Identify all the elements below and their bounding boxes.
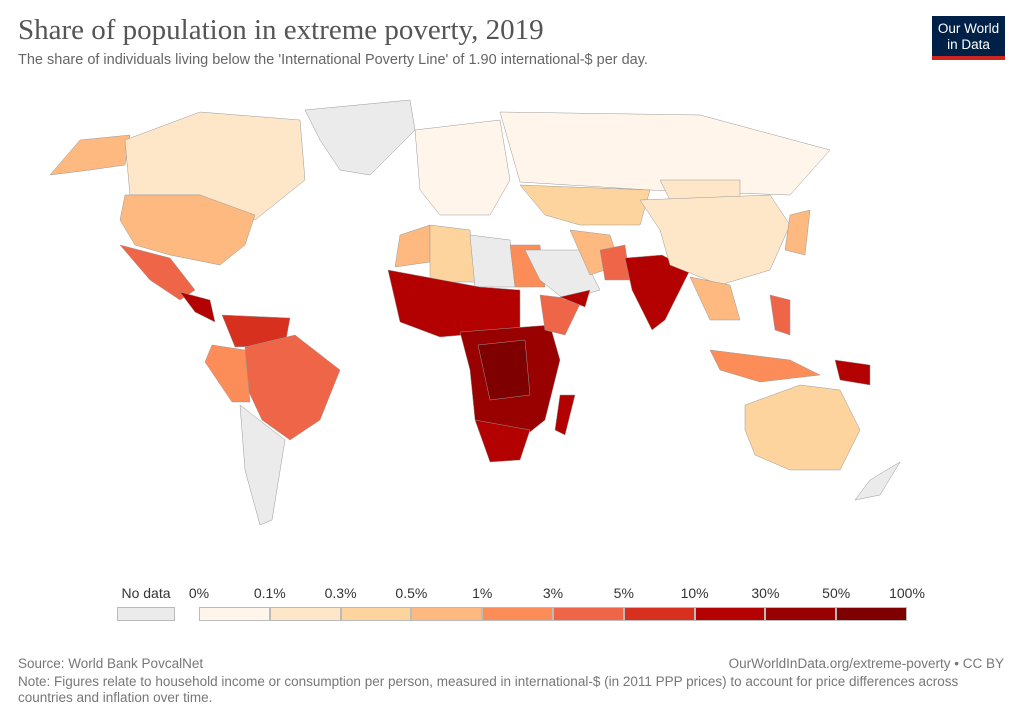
- source-text: Source: World Bank PovcalNet: [18, 656, 204, 671]
- region-algeria[interactable]: [429, 224, 476, 283]
- legend-tick-label: 30%: [751, 585, 780, 601]
- region-indonesia[interactable]: [709, 349, 821, 383]
- region-southern-africa[interactable]: [474, 419, 531, 463]
- region-japan[interactable]: [784, 209, 811, 256]
- legend-tick-label: 0.1%: [253, 585, 286, 601]
- region-europe[interactable]: [414, 119, 511, 216]
- legend-tick-label: 0.3%: [324, 585, 357, 601]
- legend-swatch[interactable]: [199, 607, 270, 621]
- region-argentina[interactable]: [239, 404, 286, 526]
- legend-tick-label: 3%: [542, 585, 564, 601]
- region-russia[interactable]: [499, 111, 831, 196]
- legend-tick-label: 1%: [472, 585, 493, 601]
- region-brazil[interactable]: [244, 334, 341, 441]
- region-madagascar[interactable]: [554, 394, 576, 436]
- region-libya[interactable]: [469, 234, 516, 288]
- region-philippines[interactable]: [769, 294, 791, 336]
- legend-swatch[interactable]: [836, 607, 907, 621]
- world-map: [49, 99, 901, 526]
- legend-swatch[interactable]: [553, 607, 624, 621]
- legend-swatch[interactable]: [340, 607, 412, 621]
- region-papua-new-guinea[interactable]: [834, 359, 871, 386]
- chart-title: Share of population in extreme poverty, …: [18, 14, 544, 46]
- source-url[interactable]: OurWorldInData.org/extreme-poverty • CC …: [728, 656, 1004, 671]
- chart-subtitle: The share of individuals living below th…: [18, 52, 648, 68]
- region-central-america[interactable]: [179, 291, 216, 323]
- owid-logo[interactable]: Our World in Data: [932, 16, 1005, 60]
- legend-tick-label: 100%: [889, 585, 925, 601]
- region-central-asia[interactable]: [519, 184, 651, 226]
- region-drc[interactable]: [477, 339, 531, 401]
- region-southeast-asia[interactable]: [689, 276, 741, 321]
- legend: No data 0% 0.1% 0.3% 0.5% 1% 3% 5% 10% 30% 50% 100…: [0, 585, 1024, 625]
- legend-swatch[interactable]: [694, 607, 766, 621]
- legend-tick-label: 5%: [613, 585, 634, 601]
- legend-tick-label: 10%: [680, 585, 709, 601]
- region-australia[interactable]: [744, 384, 861, 471]
- legend-swatch[interactable]: [269, 607, 341, 621]
- logo-text: Our World in Data: [937, 21, 1000, 52]
- legend-tick-label: 0.5%: [395, 585, 428, 601]
- legend-swatch[interactable]: [765, 607, 837, 621]
- region-india[interactable]: [624, 254, 691, 331]
- region-china[interactable]: [639, 194, 791, 286]
- region-usa[interactable]: [119, 194, 256, 266]
- note-text: Note: Figures relate to household income…: [18, 674, 959, 705]
- legend-no-data-swatch: [117, 607, 175, 621]
- region-yemen[interactable]: [559, 289, 591, 308]
- region-andes[interactable]: [204, 344, 251, 403]
- legend-swatch[interactable]: [623, 607, 695, 621]
- region-greenland[interactable]: [304, 99, 416, 176]
- region-alaska[interactable]: [49, 134, 131, 176]
- region-morocco[interactable]: [394, 224, 431, 268]
- legend-tick-label: 0%: [188, 585, 210, 601]
- region-new-zealand[interactable]: [854, 461, 901, 501]
- legend-no-data-label: No data: [121, 585, 171, 601]
- legend-tick-label: 50%: [822, 585, 851, 601]
- region-pakistan[interactable]: [599, 244, 631, 281]
- legend-swatch[interactable]: [482, 607, 553, 621]
- legend-swatch[interactable]: [411, 607, 483, 621]
